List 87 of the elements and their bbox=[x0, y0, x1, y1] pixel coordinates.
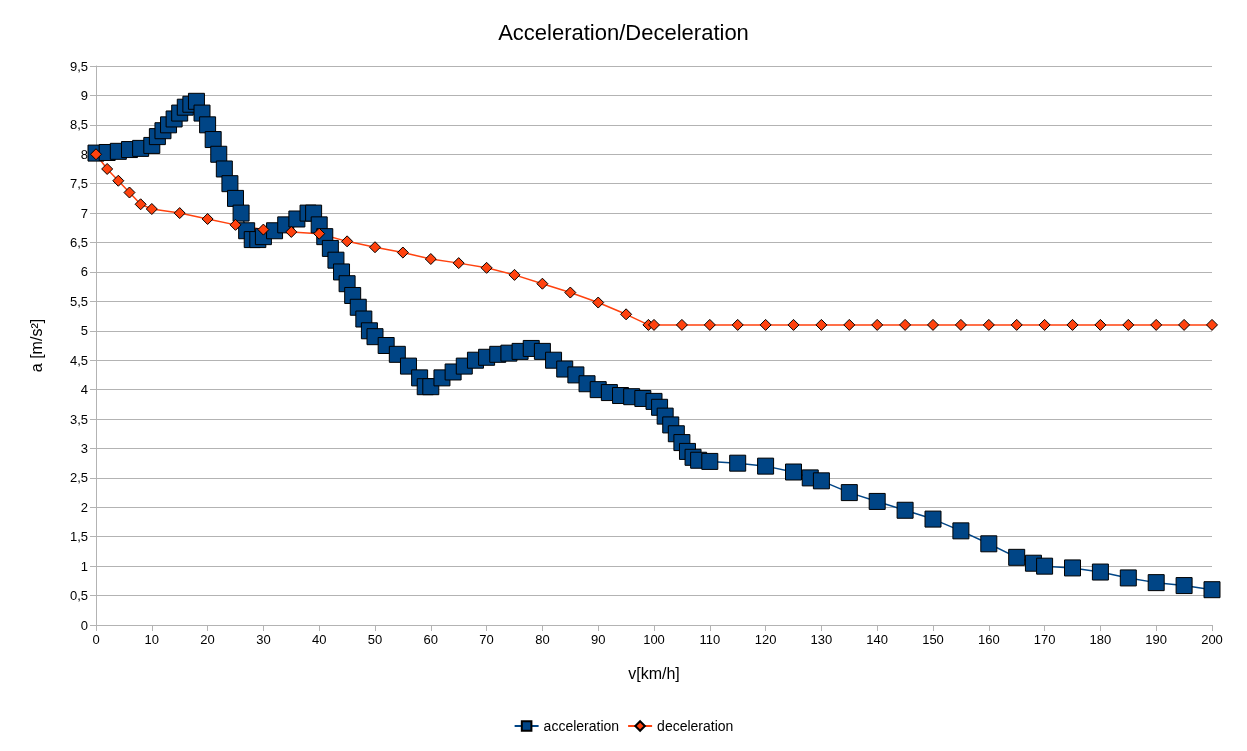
point bbox=[201, 212, 214, 225]
x-tick-label: 160 bbox=[977, 632, 1000, 647]
point bbox=[899, 318, 912, 331]
x-tick-label: 130 bbox=[810, 632, 833, 647]
x-tick-label: 60 bbox=[423, 632, 439, 647]
x-tick-label: 100 bbox=[643, 632, 665, 647]
point bbox=[229, 218, 242, 231]
y-tick-label: 6 bbox=[80, 264, 88, 280]
point bbox=[536, 277, 549, 290]
y-axis-title: a [m/s²] bbox=[27, 318, 45, 373]
y-tick-label: 1,5 bbox=[69, 529, 88, 545]
x-tick-label: 10 bbox=[144, 632, 160, 647]
x-tick-label: 50 bbox=[367, 632, 383, 647]
y-tick-label: 4 bbox=[80, 382, 88, 398]
point bbox=[564, 286, 577, 299]
y-tick-label: 5 bbox=[80, 323, 88, 339]
y-tick-label: 6,5 bbox=[69, 235, 88, 251]
point bbox=[787, 318, 800, 331]
point bbox=[731, 318, 744, 331]
y-tick-label: 9,5 bbox=[69, 58, 88, 74]
y-tick-label: 1 bbox=[80, 558, 88, 574]
point bbox=[1010, 318, 1023, 331]
y-tick-label: 2,5 bbox=[69, 470, 88, 486]
point bbox=[1122, 318, 1135, 331]
x-tick-label: 0 bbox=[92, 632, 100, 647]
point bbox=[424, 253, 437, 265]
point bbox=[1206, 318, 1218, 331]
point bbox=[592, 296, 605, 309]
y-tick-label: 7,5 bbox=[69, 176, 88, 192]
y-tick-label: 8 bbox=[80, 146, 88, 162]
point bbox=[1094, 318, 1107, 331]
point bbox=[134, 198, 147, 211]
point bbox=[648, 318, 660, 331]
point bbox=[369, 241, 381, 254]
x-tick-label: 190 bbox=[1145, 632, 1168, 647]
point bbox=[112, 174, 125, 187]
point bbox=[396, 246, 409, 259]
point bbox=[927, 318, 939, 331]
point bbox=[843, 318, 856, 331]
y-tick-label: 3,5 bbox=[69, 411, 88, 427]
point bbox=[1038, 318, 1051, 331]
x-tick-label: 30 bbox=[256, 632, 271, 647]
x-tick-label: 80 bbox=[535, 632, 550, 647]
y-tick-label: 8,5 bbox=[69, 117, 88, 133]
x-tick-label: 120 bbox=[754, 632, 777, 647]
point bbox=[123, 186, 136, 199]
point bbox=[1178, 318, 1191, 331]
x-tick-label: 150 bbox=[922, 632, 944, 647]
x-axis-title: v[km/h] bbox=[628, 664, 680, 682]
x-tick-label: 180 bbox=[1089, 632, 1112, 647]
point bbox=[620, 308, 633, 321]
point bbox=[1150, 318, 1163, 331]
y-tick-label: 9 bbox=[80, 87, 88, 103]
point bbox=[871, 318, 884, 331]
y-tick-label: 3 bbox=[80, 440, 88, 456]
point bbox=[815, 318, 828, 331]
point bbox=[452, 257, 465, 270]
point bbox=[257, 223, 270, 236]
chart-title: Acceleration/Deceleration bbox=[498, 19, 749, 45]
point bbox=[675, 318, 688, 331]
point bbox=[508, 268, 521, 281]
x-tick-label: 110 bbox=[699, 632, 721, 647]
y-tick-label: 0,5 bbox=[69, 588, 88, 604]
point bbox=[954, 318, 967, 331]
point bbox=[480, 261, 493, 274]
x-tick-label: 140 bbox=[866, 632, 889, 647]
x-tick-label: 70 bbox=[479, 632, 494, 647]
point bbox=[145, 202, 158, 215]
legend-label: acceleration bbox=[543, 718, 620, 734]
y-tick-label: 7 bbox=[80, 205, 88, 221]
x-tick-label: 20 bbox=[200, 632, 215, 647]
legend-label: deceleration bbox=[657, 718, 734, 734]
point bbox=[982, 318, 995, 331]
point bbox=[759, 318, 772, 331]
point bbox=[341, 235, 354, 248]
point bbox=[173, 207, 186, 220]
y-tick-label: 4,5 bbox=[69, 352, 88, 368]
y-tick-label: 0 bbox=[80, 617, 88, 633]
x-tick-label: 40 bbox=[311, 632, 327, 647]
point bbox=[1066, 318, 1079, 331]
y-tick-label: 2 bbox=[80, 499, 88, 515]
x-tick-label: 90 bbox=[590, 632, 606, 647]
x-tick-label: 200 bbox=[1201, 632, 1223, 647]
y-tick-label: 5,5 bbox=[69, 293, 88, 309]
point bbox=[101, 162, 114, 175]
x-tick-label: 170 bbox=[1033, 632, 1056, 647]
point bbox=[703, 318, 716, 331]
